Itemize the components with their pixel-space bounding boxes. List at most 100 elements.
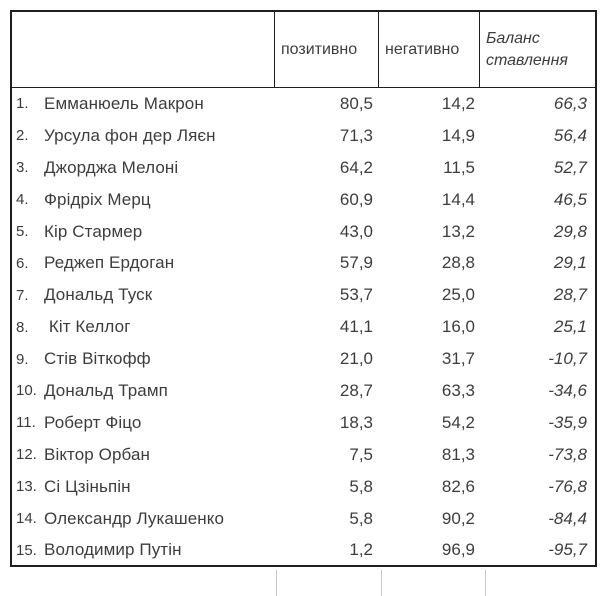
- row-balance-value: -35,9: [548, 412, 587, 432]
- row-name: Кіт Келлог: [44, 317, 131, 337]
- leader-name-cell: 7. Дональд Туск: [12, 285, 275, 305]
- row-balance-value: -84,4: [548, 508, 587, 528]
- table-row: 5. Кір Стармер 43,0 13,2 29,8: [12, 216, 595, 248]
- row-negative-value: 25,0: [441, 285, 475, 305]
- leader-name-cell: 5. Кір Стармер: [12, 222, 275, 242]
- row-balance-value: 46,5: [553, 189, 587, 209]
- row-negative-value: 11,5: [443, 157, 475, 177]
- row-rank: 10.: [16, 382, 37, 400]
- row-balance-value: 25,1: [553, 317, 587, 337]
- table-row: 14. Олександр Лукашенко 5,8 90,2 -84,4: [12, 503, 595, 535]
- row-balance-value: 29,1: [553, 253, 587, 273]
- row-name: Реджеп Ердоган: [44, 253, 175, 273]
- row-positive-value: 53,7: [339, 285, 373, 305]
- row-name: Стів Віткофф: [44, 349, 151, 369]
- header-cell-positive: позитивно: [275, 12, 379, 87]
- row-name: Урсула фон дер Ляєн: [44, 125, 216, 145]
- row-name: Кір Стармер: [44, 221, 143, 241]
- row-name: Сі Цзіньпін: [44, 476, 131, 496]
- row-rank: 2.: [16, 127, 29, 145]
- table-row: 1. Емманюель Макрон 80,5 14,2 66,3: [12, 88, 595, 120]
- row-rank: 9.: [16, 350, 29, 368]
- row-negative-value: 54,2: [441, 412, 475, 432]
- leader-name-cell: 15. Володимир Путін: [12, 540, 275, 560]
- row-name: Емманюель Макрон: [44, 93, 204, 113]
- row-name: Володимир Путін: [44, 540, 182, 560]
- row-name: Дональд Туск: [44, 285, 153, 305]
- table-header-row: позитивно негативно Баланс ставлення: [12, 12, 595, 88]
- row-positive-value: 18,3: [339, 412, 373, 432]
- row-name: Олександр Лукашенко: [44, 508, 225, 528]
- leader-name-cell: 8. Кіт Келлог: [12, 317, 275, 337]
- row-balance-value: 66,3: [553, 93, 587, 113]
- table-row: 3. Джорджа Мелоні 64,2 11,5 52,7: [12, 152, 595, 184]
- row-balance-value: 56,4: [553, 125, 587, 145]
- row-positive-value: 1,2: [349, 540, 373, 560]
- row-positive-value: 7,5: [349, 444, 373, 464]
- row-positive-value: 21,0: [339, 349, 373, 369]
- row-rank: 4.: [16, 191, 29, 209]
- table-row: 8. Кіт Келлог 41,1 16,0 25,1: [12, 311, 595, 343]
- row-balance-value: -95,7: [548, 540, 587, 560]
- row-negative-value: 28,8: [441, 253, 475, 273]
- row-name: Віктор Орбан: [44, 444, 151, 464]
- row-positive-value: 60,9: [339, 189, 373, 209]
- leader-name-cell: 13. Сі Цзіньпін: [12, 477, 275, 497]
- leader-name-cell: 3. Джорджа Мелоні: [12, 158, 275, 178]
- row-rank: 12.: [16, 446, 37, 464]
- row-balance-value: 29,8: [553, 221, 587, 241]
- bottom-column-divider: [276, 570, 277, 596]
- table-row: 9. Стів Віткофф 21,0 31,7 -10,7: [12, 343, 595, 375]
- row-positive-value: 41,1: [339, 317, 373, 337]
- row-negative-value: 63,3: [441, 380, 475, 400]
- row-negative-value: 14,9: [441, 125, 475, 145]
- row-positive-value: 43,0: [339, 221, 373, 241]
- row-balance-value: -10,7: [548, 349, 587, 369]
- row-rank: 7.: [16, 286, 29, 304]
- table-row: 6. Реджеп Ердоган 57,9 28,8 29,1: [12, 247, 595, 279]
- header-cell-negative: негативно: [379, 12, 480, 87]
- row-name: Фрідріх Мерц: [44, 189, 151, 209]
- leader-name-cell: 12. Віктор Орбан: [12, 445, 275, 465]
- row-negative-value: 14,4: [441, 189, 475, 209]
- row-positive-value: 5,8: [349, 508, 373, 528]
- header-cell-balance: Баланс ставлення: [486, 29, 568, 69]
- row-rank: 13.: [16, 478, 37, 496]
- row-balance-value: -34,6: [548, 380, 587, 400]
- row-positive-value: 64,2: [339, 157, 373, 177]
- table-row: 10. Дональд Трамп 28,7 63,3 -34,6: [12, 375, 595, 407]
- leader-name-cell: 2. Урсула фон дер Ляєн: [12, 126, 275, 146]
- row-balance-value: -73,8: [548, 444, 587, 464]
- row-negative-value: 14,2: [441, 93, 475, 113]
- row-balance-value: 28,7: [553, 285, 587, 305]
- table-row: 2. Урсула фон дер Ляєн 71,3 14,9 56,4: [12, 120, 595, 152]
- row-name: Роберт Фіцо: [44, 412, 142, 432]
- leader-name-cell: 11. Роберт Фіцо: [12, 413, 275, 433]
- header-cell-name: [12, 12, 275, 87]
- table-row: 13. Сі Цзіньпін 5,8 82,6 -76,8: [12, 471, 595, 503]
- table-row: 12. Віктор Орбан 7,5 81,3 -73,8: [12, 439, 595, 471]
- bottom-column-divider: [485, 570, 486, 596]
- row-positive-value: 71,3: [339, 125, 373, 145]
- table-row: 15. Володимир Путін 1,2 96,9 -95,7: [12, 534, 595, 566]
- row-negative-value: 31,7: [441, 349, 475, 369]
- row-negative-value: 90,2: [441, 508, 475, 528]
- row-rank: 15.: [16, 541, 37, 559]
- row-negative-value: 13,2: [441, 221, 475, 241]
- row-negative-value: 81,3: [441, 444, 475, 464]
- row-rank: 6.: [16, 254, 29, 272]
- row-negative-value: 96,9: [441, 540, 475, 560]
- table-row: 11. Роберт Фіцо 18,3 54,2 -35,9: [12, 407, 595, 439]
- row-negative-value: 82,6: [441, 476, 475, 496]
- row-positive-value: 28,7: [339, 380, 373, 400]
- row-negative-value: 16,0: [441, 317, 475, 337]
- table-body: 1. Емманюель Макрон 80,5 14,2 66,3 2. Урсу…: [12, 88, 595, 566]
- row-rank: 8.: [16, 318, 29, 336]
- row-name: Джорджа Мелоні: [44, 157, 179, 177]
- row-rank: 5.: [16, 223, 29, 240]
- row-rank: 14.: [16, 510, 37, 528]
- leader-name-cell: 14. Олександр Лукашенко: [12, 509, 275, 529]
- row-positive-value: 5,8: [349, 476, 373, 496]
- row-rank: 11.: [16, 414, 36, 432]
- row-rank: 3.: [16, 159, 29, 177]
